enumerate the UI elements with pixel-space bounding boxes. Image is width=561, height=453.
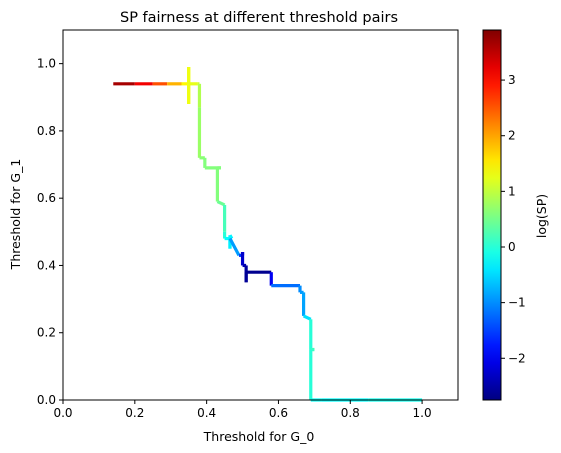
axes-frame — [62, 29, 459, 401]
x-tick-label: 0.6 — [269, 406, 288, 420]
colorbar-gradient — [482, 29, 502, 401]
x-tick-label: 0.8 — [341, 406, 360, 420]
series-segment — [216, 200, 226, 207]
colorbar-tick-label: −1 — [508, 296, 526, 310]
colorbar-label: log(SP) — [534, 194, 549, 238]
y-axis-label: Threshold for G_1 — [8, 159, 23, 271]
y-tick-label: 1.0 — [37, 57, 56, 71]
colorbar-tick-label: 3 — [508, 73, 516, 87]
colorbar-tick-label: −2 — [508, 351, 526, 365]
x-tick-label: 0.0 — [53, 406, 72, 420]
colorbar-tick-label: 2 — [508, 129, 516, 143]
y-tick-label: 0.4 — [37, 258, 56, 272]
chart-title: SP fairness at different threshold pairs — [120, 10, 398, 26]
series-segment — [228, 237, 241, 257]
y-tick-label: 0.0 — [37, 393, 56, 407]
x-tick-label: 1.0 — [413, 406, 432, 420]
y-tick-label: 0.6 — [37, 191, 56, 205]
x-tick-label: 0.2 — [125, 406, 144, 420]
y-tick-label: 0.8 — [37, 124, 56, 138]
x-tick-label: 0.4 — [197, 406, 216, 420]
plot-area: 0.0 0.2 0.4 0.6 0.8 1.0 0.0 0.2 0.4 0.6 0.8 1.0 — [37, 29, 459, 420]
colorbar: −2 −1 0 1 2 3 — [482, 29, 526, 401]
colorbar-tick-label: 1 — [508, 184, 516, 198]
x-axis-label: Threshold for G_0 — [203, 429, 315, 444]
y-tick-label: 0.2 — [37, 326, 56, 340]
series-segment — [302, 314, 312, 321]
colorbar-tick-label: 0 — [508, 240, 516, 254]
